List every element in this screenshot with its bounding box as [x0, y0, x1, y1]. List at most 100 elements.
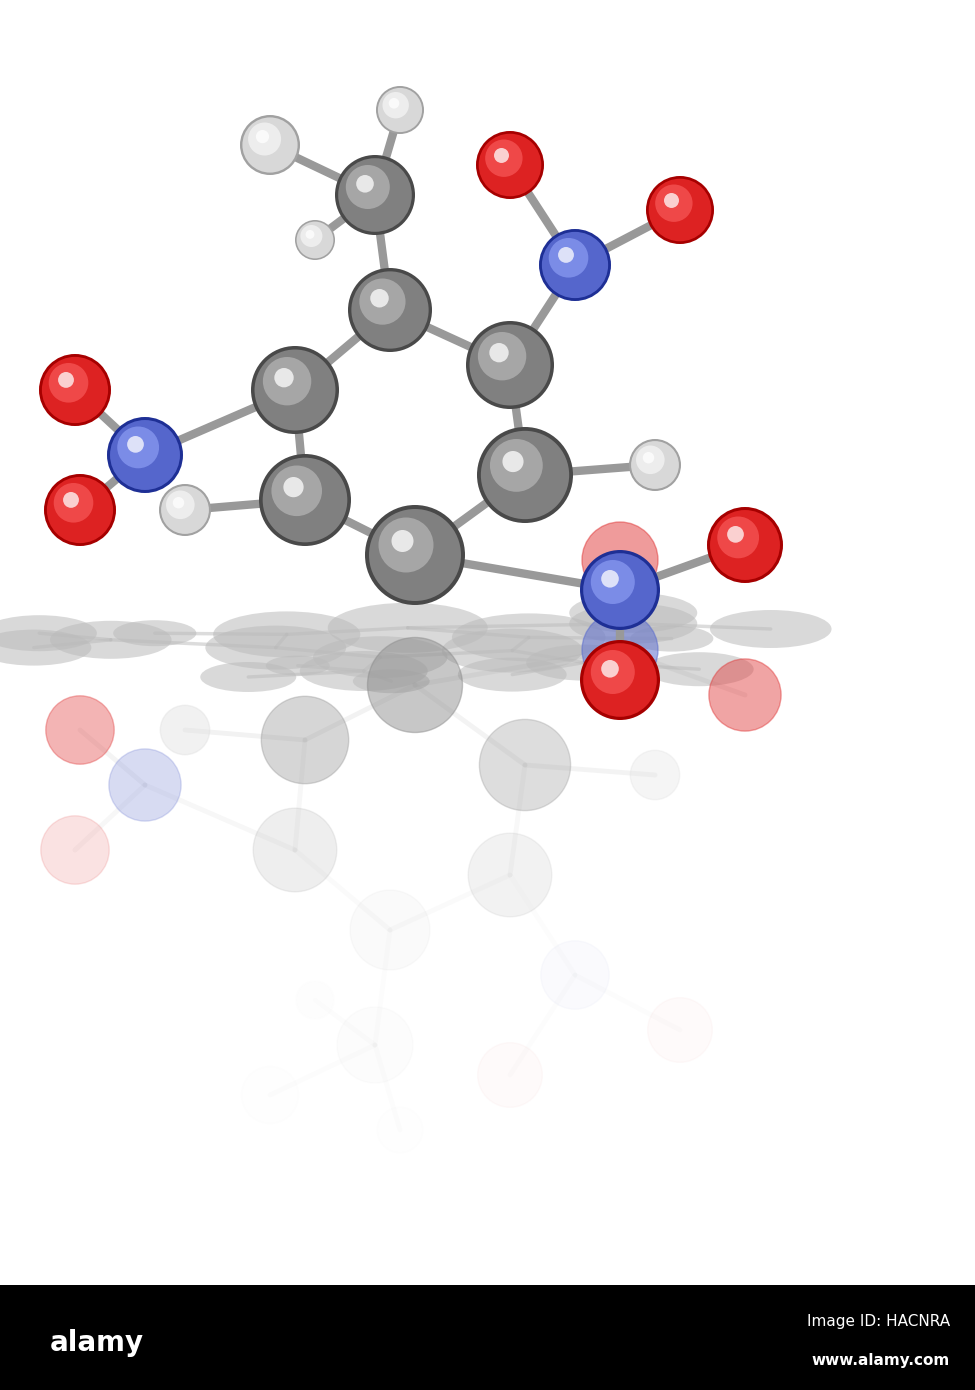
- Circle shape: [727, 525, 744, 542]
- Circle shape: [54, 482, 94, 523]
- Ellipse shape: [113, 620, 196, 646]
- Circle shape: [502, 450, 524, 473]
- Circle shape: [582, 523, 658, 598]
- Ellipse shape: [214, 612, 361, 657]
- Circle shape: [127, 436, 144, 453]
- Ellipse shape: [50, 621, 172, 659]
- Circle shape: [479, 133, 541, 196]
- Circle shape: [39, 354, 111, 425]
- Circle shape: [337, 1006, 413, 1083]
- Circle shape: [368, 638, 462, 733]
- Circle shape: [486, 139, 523, 177]
- Circle shape: [243, 117, 297, 172]
- Circle shape: [630, 751, 680, 799]
- Ellipse shape: [710, 610, 832, 648]
- Circle shape: [263, 357, 311, 406]
- Circle shape: [255, 131, 269, 143]
- Ellipse shape: [458, 657, 566, 692]
- Circle shape: [254, 808, 336, 892]
- Circle shape: [47, 477, 113, 543]
- Circle shape: [710, 510, 780, 580]
- Circle shape: [466, 321, 554, 409]
- Circle shape: [166, 491, 195, 518]
- Circle shape: [161, 486, 209, 534]
- Circle shape: [542, 232, 608, 297]
- Circle shape: [109, 749, 181, 821]
- Circle shape: [382, 92, 409, 118]
- Circle shape: [369, 509, 461, 600]
- Ellipse shape: [206, 626, 346, 670]
- Circle shape: [376, 86, 424, 133]
- Circle shape: [248, 122, 281, 156]
- Circle shape: [707, 507, 783, 582]
- Circle shape: [63, 492, 79, 507]
- Circle shape: [580, 550, 660, 630]
- Circle shape: [300, 225, 323, 247]
- Circle shape: [254, 349, 335, 431]
- Circle shape: [240, 115, 300, 175]
- Circle shape: [242, 1066, 298, 1123]
- Circle shape: [478, 1042, 542, 1108]
- Circle shape: [478, 332, 526, 381]
- Circle shape: [296, 221, 333, 259]
- Circle shape: [583, 644, 657, 717]
- Circle shape: [274, 368, 293, 388]
- Circle shape: [107, 417, 183, 493]
- Circle shape: [718, 517, 760, 559]
- Circle shape: [284, 477, 303, 498]
- Circle shape: [647, 998, 713, 1062]
- Ellipse shape: [299, 651, 428, 691]
- Circle shape: [580, 639, 660, 720]
- Circle shape: [392, 530, 413, 552]
- Ellipse shape: [569, 603, 697, 644]
- Circle shape: [541, 941, 609, 1009]
- Circle shape: [41, 816, 109, 884]
- Circle shape: [351, 271, 429, 349]
- Circle shape: [480, 720, 570, 810]
- Circle shape: [370, 289, 389, 307]
- Ellipse shape: [353, 669, 430, 694]
- Ellipse shape: [630, 626, 714, 652]
- Ellipse shape: [442, 628, 583, 673]
- Circle shape: [271, 466, 322, 516]
- Circle shape: [646, 177, 714, 245]
- Circle shape: [295, 220, 335, 260]
- Circle shape: [583, 553, 657, 627]
- Circle shape: [648, 179, 712, 242]
- Circle shape: [346, 165, 390, 208]
- Circle shape: [602, 570, 619, 588]
- Circle shape: [494, 147, 509, 163]
- Circle shape: [582, 612, 658, 688]
- Ellipse shape: [328, 603, 488, 653]
- Circle shape: [42, 357, 108, 423]
- Circle shape: [360, 278, 406, 325]
- Circle shape: [296, 981, 334, 1019]
- Circle shape: [539, 229, 611, 302]
- Circle shape: [378, 517, 434, 573]
- Ellipse shape: [266, 656, 330, 676]
- Circle shape: [631, 441, 679, 489]
- Circle shape: [643, 452, 654, 463]
- Circle shape: [664, 193, 679, 208]
- Ellipse shape: [200, 662, 296, 692]
- Circle shape: [356, 175, 373, 193]
- Bar: [0, 1284, 975, 1390]
- Circle shape: [602, 660, 619, 677]
- Text: www.alamy.com: www.alamy.com: [812, 1352, 950, 1368]
- Ellipse shape: [452, 613, 605, 662]
- Circle shape: [378, 88, 422, 132]
- Circle shape: [549, 238, 588, 278]
- Circle shape: [591, 560, 635, 605]
- Circle shape: [389, 99, 400, 108]
- Circle shape: [476, 131, 544, 199]
- Circle shape: [629, 439, 681, 491]
- Text: alamy: alamy: [50, 1329, 144, 1357]
- Circle shape: [173, 498, 184, 509]
- Circle shape: [110, 420, 180, 489]
- Circle shape: [44, 474, 116, 546]
- Ellipse shape: [313, 637, 448, 678]
- Circle shape: [159, 484, 211, 537]
- Circle shape: [558, 247, 574, 263]
- Circle shape: [489, 343, 509, 363]
- Circle shape: [251, 346, 339, 434]
